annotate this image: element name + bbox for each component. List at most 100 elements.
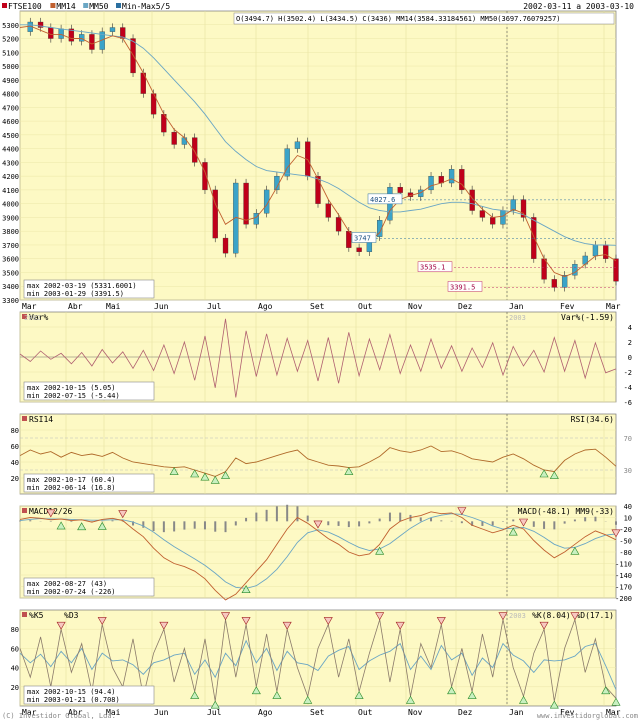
level-label: 3391.5 xyxy=(450,283,475,291)
ohlc-box: O(3494.7) H(3502.4) L(3434.5) C(3436) MM… xyxy=(233,12,615,25)
buy-signal-marker xyxy=(375,546,385,555)
candle-body xyxy=(397,187,403,193)
level-label: 3747 xyxy=(354,234,371,242)
y-tick-label: 5300 xyxy=(2,22,19,30)
candle-body xyxy=(448,169,455,184)
level-label: 3535.1 xyxy=(420,264,445,272)
buy-signal-marker xyxy=(251,686,261,695)
var-extremes-box: max 2002-10-15 (5.05)min 2002-07-15 (-5.… xyxy=(23,381,155,401)
sell-signal-marker xyxy=(570,612,580,621)
candle-body xyxy=(212,189,218,239)
month-tick-label: Jul xyxy=(207,708,222,717)
indicator-swatch xyxy=(22,612,27,617)
month-tick-label: Dez xyxy=(458,708,473,717)
buy-signal-marker xyxy=(354,690,364,699)
rsi-band-label: 30 xyxy=(624,467,632,475)
month-tick-label: Mar xyxy=(22,302,37,311)
extremes-min-label: min 2002-07-15 (-5.44) xyxy=(27,392,120,400)
legend-swatch xyxy=(116,3,121,8)
level-badge xyxy=(447,281,483,292)
indicator-value: Var%(-1.59) xyxy=(561,313,614,322)
buy-signal-marker xyxy=(611,697,621,706)
candle-body xyxy=(551,279,557,288)
month-tick-label: Fev xyxy=(560,302,575,311)
y-tick-label: -170 xyxy=(615,584,632,592)
candle-body xyxy=(531,217,537,259)
ohlc-background xyxy=(233,12,615,25)
date-range: 2002-03-11 a 2003-03-10 xyxy=(523,2,634,11)
extremes-max-label: max 2002-03-19 (5331.6001) xyxy=(27,282,137,290)
level-label: 4027.6 xyxy=(370,196,395,204)
copyright-label: (C) Investidor Global, Lda. xyxy=(2,712,116,720)
y-tick-label: 4700 xyxy=(2,104,19,112)
month-tick-label: Jul xyxy=(207,302,222,311)
indicator-swatch xyxy=(22,416,27,421)
month-tick-label: Mar xyxy=(22,708,37,717)
sell-signal-marker xyxy=(519,518,529,527)
y-tick-label: -140 xyxy=(615,572,632,580)
buy-signal-marker xyxy=(169,466,179,475)
y-tick-label: 4300 xyxy=(2,159,19,167)
y-tick-label: 80 xyxy=(11,427,19,435)
y-tick-label: 80 xyxy=(11,626,19,634)
sell-signal-marker xyxy=(457,507,467,516)
candle-body xyxy=(335,217,342,232)
y-tick-label: 20 xyxy=(11,475,19,483)
site-label: www.investidorglobal.com xyxy=(537,712,638,720)
candle-body xyxy=(510,199,516,211)
y-tick-label: 10 xyxy=(624,515,632,523)
candle-body xyxy=(58,28,64,39)
candle-body xyxy=(294,141,301,149)
candle-body xyxy=(202,162,208,191)
buy-signal-marker xyxy=(405,695,415,704)
y-tick-label: 40 xyxy=(11,459,19,467)
legend-label: Min-Max5/5 xyxy=(122,2,170,11)
buy-signal-marker xyxy=(467,690,477,699)
y-tick-label: 40 xyxy=(11,665,19,673)
candle-body xyxy=(192,137,198,163)
sell-signal-marker xyxy=(498,612,508,621)
percent-k-line xyxy=(19,618,617,702)
extremes-background xyxy=(23,381,155,401)
candle-body xyxy=(315,175,321,204)
macd-extremes-box: max 2002-08-27 (43)min 2002-07-24 (-226) xyxy=(23,577,155,597)
y-tick-label: 40 xyxy=(624,503,632,511)
y-tick-label: 4000 xyxy=(2,201,19,209)
candle-body xyxy=(109,27,116,32)
y-tick-label: -80 xyxy=(619,549,632,557)
sell-signal-marker xyxy=(221,612,231,621)
month-tick-label: Nov xyxy=(408,302,423,311)
y-tick-label: 4200 xyxy=(2,173,19,181)
candle-body xyxy=(603,244,609,259)
y-tick-label: 3300 xyxy=(2,297,19,305)
y-tick-label: 2 xyxy=(628,339,632,347)
y-tick-label: 4800 xyxy=(2,91,19,99)
candle-body xyxy=(541,258,547,280)
month-tick-label: Dez xyxy=(458,302,473,311)
y-tick-label: 4100 xyxy=(2,187,19,195)
sell-signal-marker xyxy=(118,510,128,519)
price-extremes-box: max 2002-03-19 (5331.6001)min 2003-01-29… xyxy=(23,279,155,299)
month-tick-label: Jan xyxy=(509,302,524,311)
extremes-min-label: min 2002-06-14 (16.8) xyxy=(27,484,116,492)
candle-body xyxy=(377,220,383,237)
y-tick-label: -50 xyxy=(619,538,632,546)
sell-signal-marker xyxy=(159,621,169,630)
extremes-background xyxy=(23,685,155,705)
buy-signal-marker xyxy=(508,527,518,536)
y-tick-label: 3400 xyxy=(2,283,19,291)
sell-signal-marker xyxy=(97,617,107,626)
y-tick-label: 4500 xyxy=(2,132,19,140)
buy-signal-marker xyxy=(570,546,580,555)
month-tick-label: Mar xyxy=(606,708,621,717)
candle-body xyxy=(222,237,229,254)
candle-body xyxy=(572,264,578,276)
level-badge xyxy=(351,232,377,243)
month-tick-label: Out xyxy=(358,708,373,717)
extremes-max-label: max 2002-08-27 (43) xyxy=(27,580,107,588)
buy-signal-marker xyxy=(190,469,200,478)
candle-body xyxy=(89,34,95,50)
candle-body xyxy=(592,244,599,257)
legend-swatch xyxy=(83,3,89,8)
extremes-max-label: max 2002-10-15 (5.05) xyxy=(27,384,116,392)
